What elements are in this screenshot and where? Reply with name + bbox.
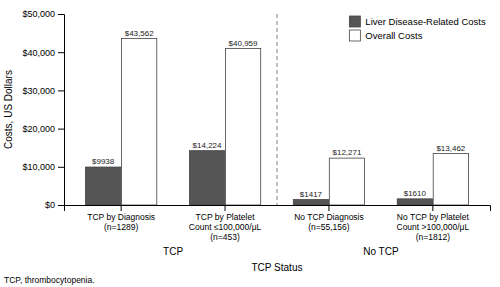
x-tick: No TCP Diagnosis(n=55,156) — [294, 205, 364, 232]
x-tick: TCP by Diagnosis(n=1289) — [87, 205, 155, 232]
bar — [189, 151, 224, 205]
separator — [277, 14, 278, 205]
data-label: $14,224 — [193, 141, 222, 150]
y-tick: $40,000 — [22, 48, 64, 58]
data-labels: $9938 $14,224 $1417 $1610 $43,562 $40,959 $12,… — [92, 29, 466, 199]
chart-svg: $9938 $14,224 $1417 $1610 $43,562 $40,959 $12,… — [0, 0, 500, 287]
y-axis: $0 $10,000 $20,000 $30,000 $40,000 $50,000 — [22, 9, 64, 210]
tick-mark — [328, 205, 329, 211]
tick-mark — [58, 129, 64, 130]
data-label: $1417 — [300, 190, 323, 199]
tick-label: No TCP by PlateletCount >100,000/μL(n=18… — [396, 212, 469, 242]
bar — [86, 167, 121, 205]
tick-label: $10,000 — [22, 162, 55, 172]
y-tick: $30,000 — [22, 86, 64, 96]
tick-label-line: (n=55,156) — [308, 222, 350, 232]
axis-domain — [58, 15, 65, 206]
tick-mark — [58, 205, 64, 206]
tick-label-line: (n=1812) — [416, 232, 450, 242]
bar — [329, 158, 364, 205]
legend-swatch — [349, 16, 360, 27]
x-axis-title: TCP Status — [252, 262, 303, 273]
tick-label: No TCP Diagnosis(n=55,156) — [294, 212, 364, 232]
data-label: $12,271 — [332, 148, 361, 157]
plot: $9938 $14,224 $1417 $1610 $43,562 $40,959 $12,… — [22, 9, 490, 273]
x-tick: No TCP by PlateletCount >100,000/μL(n=18… — [396, 205, 469, 242]
tick-label: $50,000 — [22, 9, 55, 19]
y-tick: $0 — [45, 200, 64, 210]
tick-mark — [58, 14, 64, 15]
x-tick: TCP by PlateletCount ≤100,000/μL(n=453) — [189, 205, 262, 242]
tick-label-line: TCP by Platelet — [196, 212, 256, 222]
data-label: $43,562 — [125, 29, 154, 38]
group-annotation: TCP — [163, 246, 183, 257]
tick-label-line: Count >100,000/μL — [396, 222, 469, 232]
tick-label-line: (n=453) — [210, 232, 240, 242]
bar — [122, 39, 157, 205]
tick-mark — [225, 205, 226, 211]
legend-label: Overall Costs — [365, 30, 422, 41]
tick-label: $30,000 — [22, 86, 55, 96]
y-tick: $10,000 — [22, 162, 64, 172]
legend-swatch — [349, 30, 360, 41]
bar — [225, 49, 260, 205]
tick-mark — [58, 52, 64, 53]
chart-container: $9938 $14,224 $1417 $1610 $43,562 $40,959 $12,… — [0, 0, 500, 287]
legend-item: Liver Disease-Related Costs — [349, 16, 486, 27]
tick-mark — [121, 205, 122, 211]
data-label: $1610 — [404, 189, 427, 198]
tick-label: $20,000 — [22, 124, 55, 134]
data-label: $13,462 — [436, 144, 465, 153]
legend: Liver Disease-Related Costs Overall Costs — [349, 16, 486, 41]
legend-item: Overall Costs — [349, 30, 422, 41]
y-tick: $20,000 — [22, 124, 64, 134]
tick-label: TCP by PlateletCount ≤100,000/μL(n=453) — [189, 212, 262, 242]
tick-label-line: TCP by Diagnosis — [87, 212, 155, 222]
bar — [397, 199, 432, 205]
tick-label: $40,000 — [22, 48, 55, 58]
x-axis: TCP by Diagnosis(n=1289)TCP by PlateletC… — [65, 205, 491, 242]
bar — [433, 154, 468, 205]
legend-label: Liver Disease-Related Costs — [365, 16, 486, 27]
footnote: TCP, thrombocytopenia. — [4, 275, 95, 285]
tick-label-line: No TCP by Platelet — [397, 212, 470, 222]
tick-label: $0 — [45, 200, 55, 210]
y-tick: $50,000 — [22, 9, 64, 19]
axis-domain — [65, 206, 491, 212]
group-annotation: No TCP — [363, 246, 399, 257]
tick-label-line: (n=1289) — [104, 222, 138, 232]
data-label: $9938 — [92, 157, 115, 166]
bar — [293, 200, 328, 205]
y-axis-title: Costs, US Dollars — [3, 70, 14, 149]
bar-series — [122, 39, 469, 205]
tick-mark — [58, 167, 64, 168]
tick-mark — [58, 90, 64, 91]
tick-label: TCP by Diagnosis(n=1289) — [87, 212, 155, 232]
tick-label-line: No TCP Diagnosis — [294, 212, 364, 222]
data-label: $40,959 — [229, 39, 258, 48]
tick-label-line: Count ≤100,000/μL — [189, 222, 262, 232]
tick-mark — [432, 205, 433, 211]
